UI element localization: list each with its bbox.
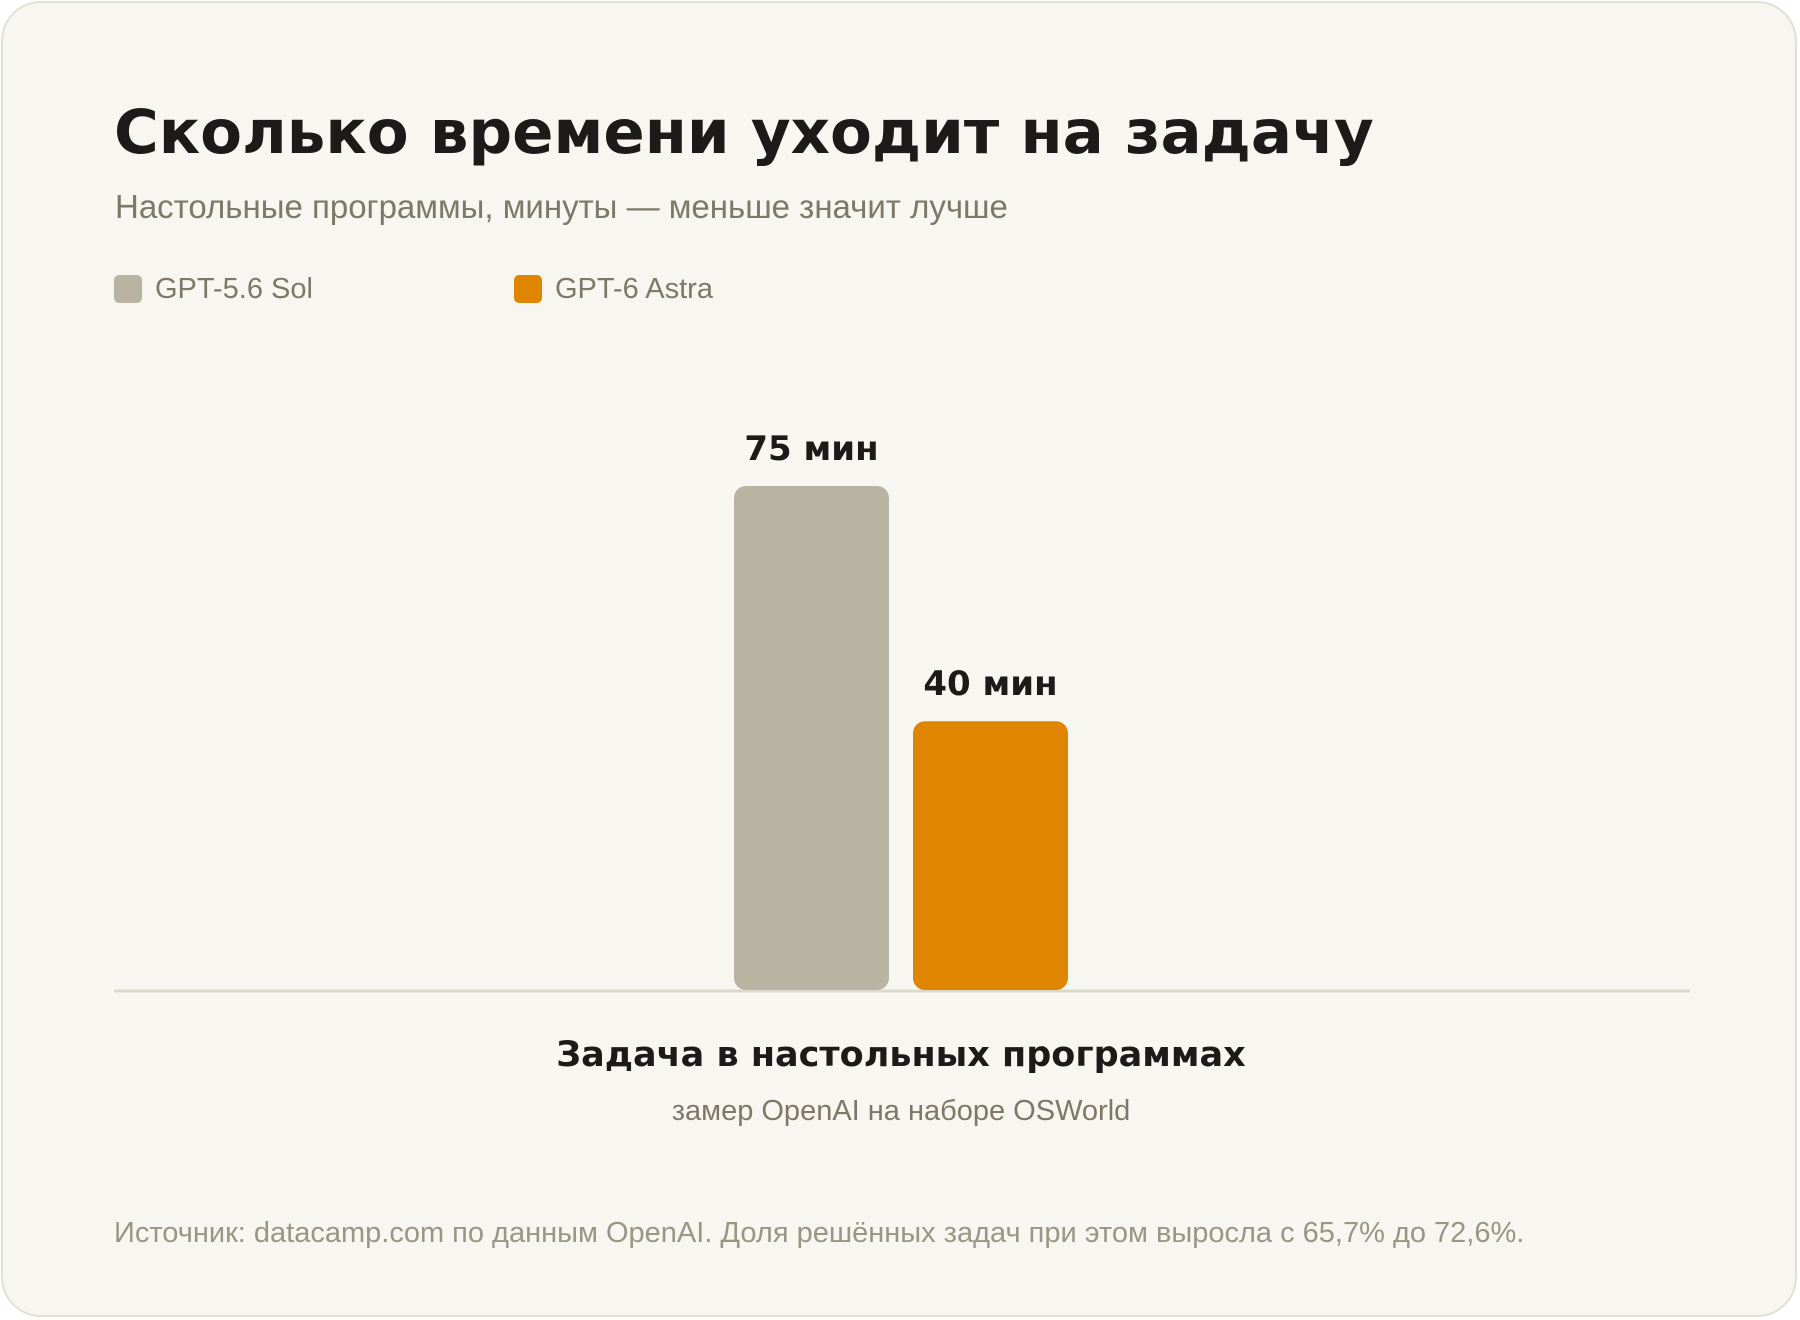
- legend-item-gpt-5-6-sol: GPT-5.6 Sol: [114, 272, 313, 306]
- legend-label-gpt-6-astra: GPT-6 Astra: [555, 272, 713, 305]
- chart-subtitle: Настольные программы, минуты — меньше зн…: [115, 188, 1008, 225]
- bar-gpt-5-6-sol: [734, 486, 889, 990]
- legend-label-gpt-5-6-sol: GPT-5.6 Sol: [155, 272, 313, 305]
- category-note: замер OpenAI на наборе OSWorld: [671, 1095, 1131, 1127]
- data-label-gpt-6-astra: 40 мин: [923, 664, 1057, 704]
- category-label: Задача в настольных программах: [556, 1035, 1246, 1075]
- legend-swatch-gpt-5-6-sol: [114, 275, 142, 303]
- source-note: Источник: datacamp.com по данным OpenAI.…: [114, 1217, 1525, 1249]
- legend-swatch-gpt-6-astra: [514, 275, 542, 303]
- bar-chart: 75 мин 40 мин: [114, 429, 1690, 993]
- legend-item-gpt-6-astra: GPT-6 Astra: [514, 272, 713, 306]
- bar-gpt-6-astra: [913, 721, 1068, 990]
- data-label-gpt-5-6-sol: 75 мин: [744, 429, 878, 469]
- chart-title: Сколько времени уходит на задачу: [114, 97, 1374, 168]
